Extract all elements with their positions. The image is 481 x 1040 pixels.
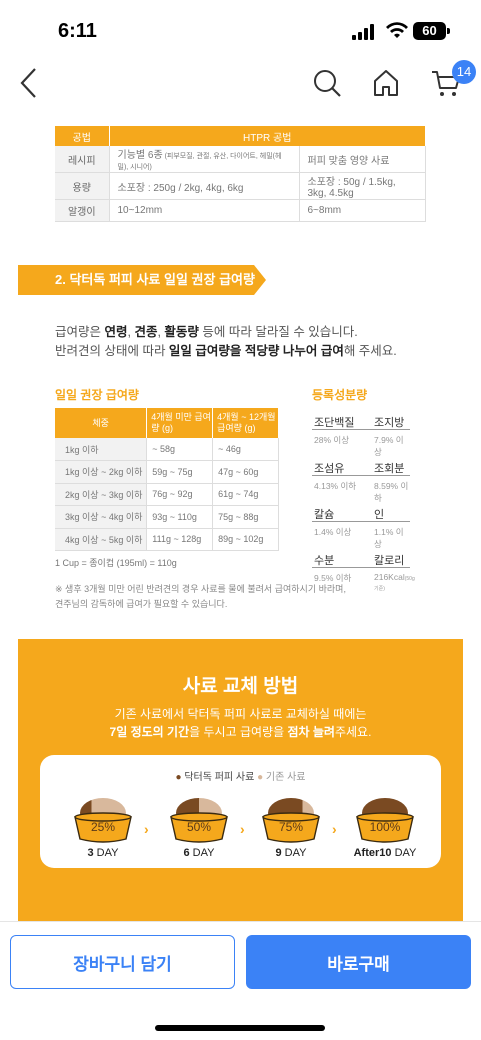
step-percent: 25% (90, 820, 116, 834)
table-row: 알갱이 10~12mm 6~8mm (55, 199, 426, 222)
back-arrow-icon[interactable] (16, 66, 42, 100)
spec-header-cell: 공법 (55, 126, 110, 146)
food-change-step: 75% 9 DAY (260, 791, 322, 861)
chevron-right-icon: › (240, 821, 245, 837)
home-icon[interactable] (371, 68, 401, 98)
feeding-title: 일일 권장 급여량 (55, 388, 139, 402)
food-change-step: 100% After10 DAY (354, 791, 416, 861)
food-bowl-icon (170, 798, 228, 843)
food-change-step: 25% 3 DAY (72, 791, 134, 861)
cup-note: 1 Cup = 종이컵 (195ml) = 110g (55, 558, 177, 568)
food-change-panel: 사료 교체 방법 기존 사료에서 닥터독 퍼피 사료로 교체하실 때에는 7일 … (18, 639, 463, 929)
food-bowl-icon (356, 798, 414, 843)
wifi-icon (386, 22, 408, 38)
step-percent: 75% (278, 820, 304, 834)
table-row: 1kg 이하 ~ 58g ~ 46g (55, 438, 279, 461)
top-nav (0, 56, 481, 112)
status-bar: 6:11 60 (0, 0, 481, 56)
food-change-card: ● 닥터독 퍼피 사료 ● 기존 사료 25% 3 DAY › 50% 6 DAY › 75… (40, 755, 441, 868)
status-time: 6:11 (58, 20, 97, 42)
nutrition-title: 등록성분량 (312, 388, 368, 402)
section-title: 2. 닥터독 퍼피 사료 일일 권장 급여량 (18, 265, 266, 295)
table-row: 레시피 기능별 6종 (피부모질, 관절, 유산, 다이어트, 헤밀(헤밀), … (55, 146, 426, 173)
battery-icon: 60 (413, 22, 450, 40)
table-row: 3kg 이상 ~ 4kg 이하 93g ~ 110g 75g ~ 88g (55, 505, 279, 529)
table-row: 용량 소포장 : 250g / 2kg, 4kg, 6kg 소포장 : 50g … (55, 172, 426, 200)
table-row: 4kg 이상 ~ 5kg 이하 111g ~ 128g 89g ~ 102g (55, 528, 279, 551)
step-day: 6 DAY (183, 847, 215, 859)
chevron-right-icon: › (144, 821, 149, 837)
search-icon[interactable] (312, 68, 342, 98)
home-indicator (155, 1025, 325, 1031)
cart-count-badge: 14 (452, 60, 476, 84)
buy-now-button[interactable]: 바로구매 (246, 935, 471, 989)
spec-table: 공법 HTPR 공법 레시피 기능별 6종 (피부모질, 관절, 유산, 다이어… (55, 126, 426, 222)
step-day: 3 DAY (87, 847, 119, 859)
feeding-caution-note: ※ 생후 3개월 미만 어린 반려견의 경우 사료를 물에 불려서 급여하시기 … (55, 584, 346, 609)
step-percent: 100% (369, 820, 401, 834)
nutrition-list: 조단백질 조지방 28% 이상 7.9% 이상 조섬유 조회분 4.13% 이하 8.5… (312, 410, 415, 594)
food-change-desc: 기존 사료에서 닥터독 퍼피 사료로 교체하실 때에는 7일 정도의 기간을 두… (109, 707, 372, 739)
food-change-step: 50% 6 DAY (168, 791, 230, 861)
cellular-signal-icon (352, 24, 376, 40)
table-row: 1kg 이상 ~ 2kg 이하 59g ~ 75g 47g ~ 60g (55, 460, 279, 484)
table-row: 2kg 이상 ~ 3kg 이하 76g ~ 92g 61g ~ 74g (55, 483, 279, 506)
food-change-title: 사료 교체 방법 (182, 676, 299, 697)
intro-text: 급여량은 연령, 견종, 활동량 등에 따라 달라질 수 있습니다. 반려견의 … (55, 325, 397, 358)
food-bowl-icon (74, 798, 132, 843)
food-bowl-icon (262, 798, 320, 843)
spec-header-cell: HTPR 공법 (109, 126, 426, 146)
chevron-right-icon: › (332, 821, 337, 837)
step-percent: 50% (186, 820, 212, 834)
bottom-action-bar: 장바구니 담기 바로구매 (0, 921, 481, 1040)
step-day: After10 DAY (353, 847, 417, 859)
feeding-table: 체중 4개월 미만 급여량 (g) 4개월 ~ 12개월 급여량 (g) 1kg… (55, 408, 279, 551)
food-change-legend: ● 닥터독 퍼피 사료 ● 기존 사료 (175, 772, 306, 783)
step-day: 9 DAY (275, 847, 307, 859)
add-to-cart-button[interactable]: 장바구니 담기 (10, 935, 235, 989)
